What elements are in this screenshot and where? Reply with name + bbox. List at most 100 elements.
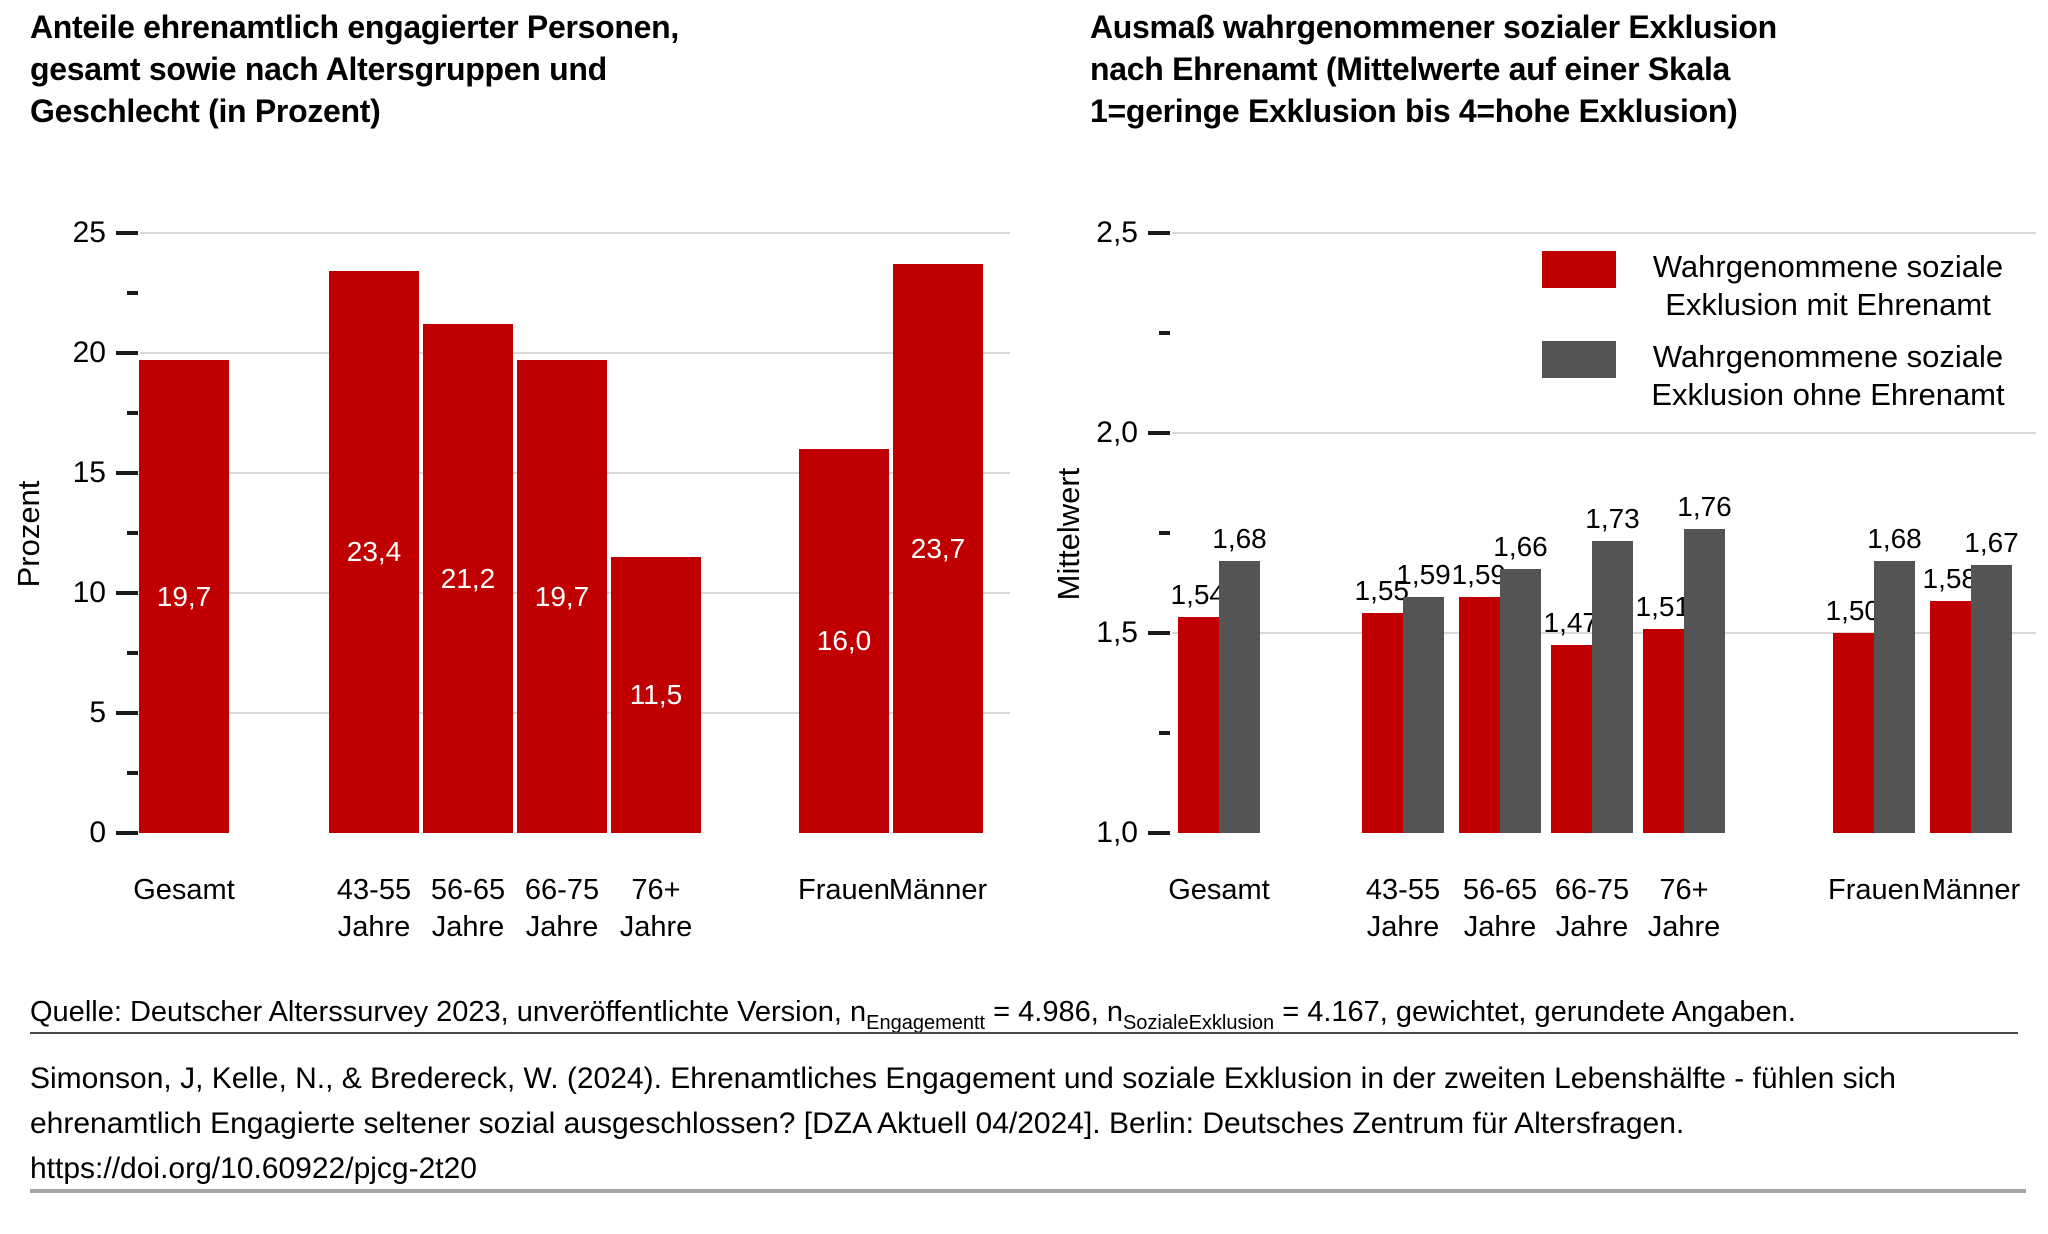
bar-value-66-75-jahre-ohne-ehrenamt: 1,73 <box>1585 503 1640 534</box>
bar-value-männer-mit-ehrenamt: 1,58 <box>1922 563 1978 594</box>
bar-value-43-55-jahre: 23,4 <box>346 536 402 568</box>
legend-label: Wahrgenommene soziale Exklusion mit Ehren… <box>1616 248 2040 324</box>
legend-label-line: Exklusion ohne Ehrenamt <box>1651 377 2005 412</box>
y-axis-minor-tick <box>127 531 138 535</box>
y-axis-tick-label: 0 <box>89 816 106 849</box>
bar-frauen-mit-ehrenamt <box>1833 633 1874 833</box>
legend-item-ohne-ehrenamt: Wahrgenommene soziale Exklusion ohne Ehre… <box>1542 338 2040 414</box>
bar-gesamt <box>139 360 229 833</box>
bar-männer-ohne-ehrenamt <box>1971 565 2012 833</box>
bar-43-55-jahre-ohne-ehrenamt <box>1403 597 1444 833</box>
title-line: 1=geringe Exklusion bis 4=hohe Exklusion… <box>1090 93 1738 129</box>
bar-76+-jahre-mit-ehrenamt <box>1643 629 1684 833</box>
y-axis-tick-label: 1,5 <box>1096 616 1138 649</box>
bar-56-65-jahre <box>423 324 513 833</box>
bar-76+-jahre <box>611 557 701 833</box>
bar-43-55-jahre <box>329 271 419 833</box>
bar-66-75-jahre <box>517 360 607 833</box>
category-label-43-55-jahre: Jahre <box>1366 911 1440 943</box>
y-axis-tick-label: 20 <box>72 336 106 369</box>
gridline <box>140 232 1010 234</box>
category-label-66-75-jahre: Jahre <box>1555 911 1629 943</box>
legend: Wahrgenommene soziale Exklusion mit Ehren… <box>1542 248 2040 414</box>
gridline <box>140 352 1010 354</box>
bar-value-frauen-mit-ehrenamt: 1,50 <box>1825 595 1881 626</box>
y-axis-major-tick <box>116 831 138 835</box>
bar-value-56-65-jahre-mit-ehrenamt: 1,59 <box>1451 559 1507 590</box>
y-axis-major-tick <box>116 591 138 595</box>
title-line: Geschlecht (in Prozent) <box>30 93 381 129</box>
bar-gesamt-ohne-ehrenamt <box>1219 561 1260 833</box>
category-label-gesamt: Gesamt <box>133 874 235 906</box>
bar-gesamt-mit-ehrenamt <box>1178 617 1219 833</box>
title-line: gesamt sowie nach Altersgruppen und <box>30 51 607 87</box>
bar-43-55-jahre-mit-ehrenamt <box>1362 613 1403 833</box>
bar-value-56-65-jahre: 21,2 <box>440 562 496 594</box>
category-label-43-55-jahre: Jahre <box>337 911 411 943</box>
bar-value-frauen-ohne-ehrenamt: 1,68 <box>1867 523 1922 554</box>
y-axis-major-tick <box>116 711 138 715</box>
category-label-56-65-jahre: 56-65 <box>430 874 506 906</box>
y-axis-major-tick <box>1148 631 1170 635</box>
legend-label-line: Wahrgenommene soziale <box>1652 339 2004 374</box>
category-label-frauen: Frauen <box>798 874 890 906</box>
category-label-66-75-jahre: Jahre <box>525 911 599 943</box>
source-note-subscript: Engagementt <box>866 1012 986 1034</box>
bottom-separator-line <box>30 1189 2026 1193</box>
category-label-66-75-jahre: 66-75 <box>1554 874 1630 906</box>
category-label-43-55-jahre: 43-55 <box>1365 874 1441 906</box>
bar-value-frauen: 16,0 <box>816 625 872 656</box>
legend-item-mit-ehrenamt: Wahrgenommene soziale Exklusion mit Ehren… <box>1542 248 2040 324</box>
bar-value-76+-jahre-mit-ehrenamt: 1,51 <box>1635 591 1691 622</box>
category-label-56-65-jahre: Jahre <box>431 911 505 943</box>
y-axis-tick-label: 10 <box>72 576 106 609</box>
category-label-56-65-jahre: 56-65 <box>1462 874 1538 906</box>
right-chart-title: Ausmaß wahrgenommener sozialer Exklusion… <box>1090 6 1777 132</box>
bar-value-gesamt: 19,7 <box>156 580 212 612</box>
y-axis-major-tick <box>116 471 138 475</box>
citation-line: ehrenamtlich Engagierte seltener sozial … <box>30 1107 1685 1140</box>
category-label-männer: Männer <box>1921 874 2021 906</box>
bar-value-gesamt-ohne-ehrenamt: 1,68 <box>1212 523 1267 554</box>
red-swatch-icon <box>1542 251 1616 288</box>
citation: Simonson, J, Kelle, N., & Bredereck, W. … <box>30 1056 1896 1191</box>
bar-männer <box>893 264 983 833</box>
bar-66-75-jahre-ohne-ehrenamt <box>1592 541 1633 833</box>
category-label-gesamt: Gesamt <box>1168 874 1270 906</box>
citation-line: Simonson, J, Kelle, N., & Bredereck, W. … <box>30 1062 1896 1095</box>
y-axis-tick-label: 2,5 <box>1096 216 1138 249</box>
y-axis-major-tick <box>1148 831 1170 835</box>
category-label-76+-jahre: Jahre <box>1647 911 1721 943</box>
bar-66-75-jahre-mit-ehrenamt <box>1551 645 1592 833</box>
legend-label: Wahrgenommene soziale Exklusion ohne Ehre… <box>1616 338 2040 414</box>
category-label-56-65-jahre: Jahre <box>1463 911 1537 943</box>
citation-line: https://doi.org/10.60922/pjcg-2t20 <box>30 1152 477 1185</box>
y-axis-tick-label: 25 <box>72 216 106 249</box>
category-label-frauen: Frauen <box>1828 874 1920 906</box>
y-axis-tick-label: 5 <box>89 696 106 729</box>
left-chart-title: Anteile ehrenamtlich engagierter Persone… <box>30 6 679 132</box>
separator-line <box>30 1032 2018 1034</box>
y-axis-minor-tick <box>127 771 138 775</box>
category-label-43-55-jahre: 43-55 <box>336 874 412 906</box>
bar-frauen-ohne-ehrenamt <box>1874 561 1915 833</box>
bar-männer-mit-ehrenamt <box>1930 601 1971 833</box>
y-axis-minor-tick <box>1159 531 1170 535</box>
category-label-76+-jahre: 76+ <box>631 874 681 906</box>
legend-label-line: Exklusion mit Ehrenamt <box>1665 287 1991 322</box>
bar-56-65-jahre-mit-ehrenamt <box>1459 597 1500 833</box>
category-label-männer: Männer <box>888 874 988 906</box>
bar-value-56-65-jahre-ohne-ehrenamt: 1,66 <box>1493 531 1548 562</box>
y-axis-tick-label: 2,0 <box>1096 416 1138 449</box>
source-note-text: = 4.986, n <box>985 996 1123 1028</box>
bar-frauen <box>799 449 889 833</box>
y-axis-tick-label: 15 <box>72 456 106 489</box>
bar-value-43-55-jahre-mit-ehrenamt: 1,55 <box>1354 575 1410 606</box>
gray-swatch-icon <box>1542 341 1616 378</box>
bar-value-43-55-jahre-ohne-ehrenamt: 1,59 <box>1396 559 1451 590</box>
bar-56-65-jahre-ohne-ehrenamt <box>1500 569 1541 833</box>
bar-value-66-75-jahre-mit-ehrenamt: 1,47 <box>1543 607 1599 638</box>
y-axis-minor-tick <box>127 291 138 295</box>
